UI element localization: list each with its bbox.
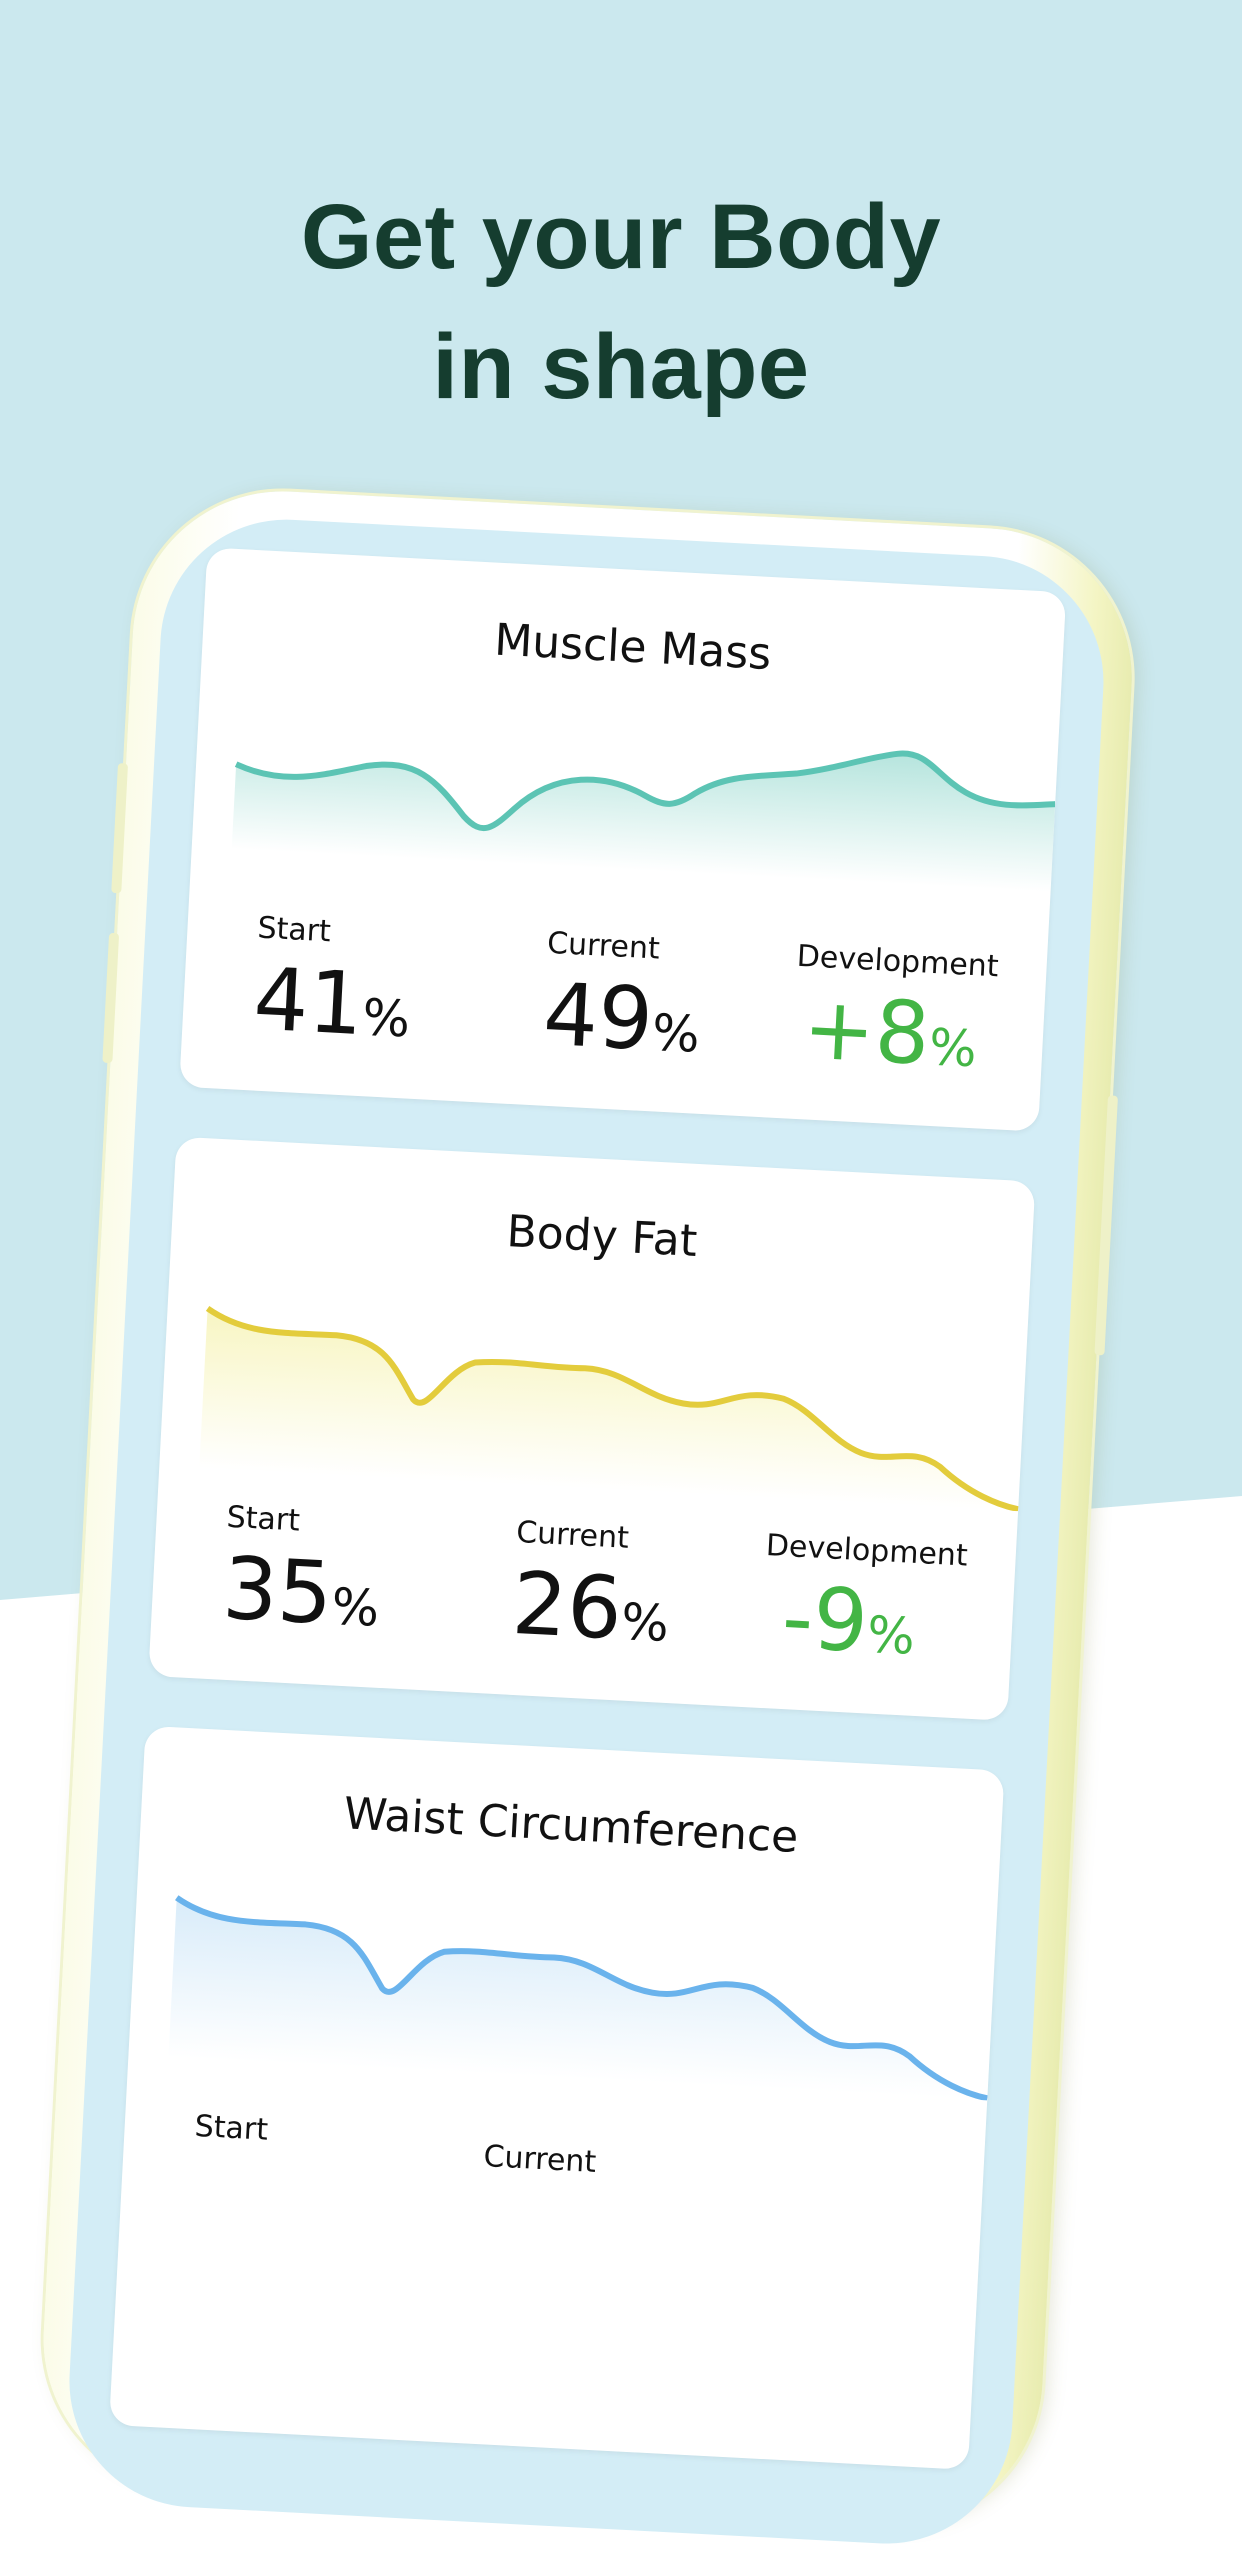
stat-development: Development +8%: [790, 938, 1000, 1098]
stat-current: Current: [483, 2139, 597, 2180]
stat-start: Start 35%: [220, 1500, 385, 1657]
trend-chart: [199, 1306, 1019, 1512]
card-title: Muscle Mass: [493, 614, 773, 681]
stat-value: -9%: [779, 1568, 917, 1673]
headline-line-2: in shape: [432, 316, 810, 418]
stat-value: 49%: [540, 964, 702, 1071]
trend-area: [231, 753, 1056, 893]
stat-value: +8%: [800, 978, 979, 1085]
stat-label: Start: [193, 2108, 269, 2148]
trend-chart: [231, 750, 1056, 893]
metric-card-body-fat[interactable]: Body Fat Start 35% Current 26%: [148, 1136, 1036, 1721]
trend-chart: [168, 1895, 988, 2101]
stat-value: 26%: [509, 1553, 671, 1660]
metric-card-waist-circumference[interactable]: Waist Circumference Start Current: [109, 1725, 1005, 2470]
stat-label: Current: [546, 925, 661, 967]
stat-development: Development -9%: [759, 1528, 969, 1687]
stat-label: Current: [515, 1514, 630, 1556]
stat-start: Start 41%: [251, 911, 416, 1068]
phone-screen: Muscle Mass Start 41% Current 49%: [63, 513, 1110, 2550]
stat-current: Current 26%: [509, 1515, 674, 1672]
trend-area: [168, 1897, 988, 2101]
stat-start: Start: [194, 2109, 269, 2148]
headline: Get your Body in shape: [0, 172, 1242, 432]
stat-current: Current 49%: [540, 926, 705, 1083]
stat-value: 41%: [251, 949, 412, 1056]
trend-line: [234, 750, 1056, 832]
metric-card-muscle-mass[interactable]: Muscle Mass Start 41% Current 49%: [179, 547, 1067, 1132]
phone-mockup: Muscle Mass Start 41% Current 49%: [36, 483, 1140, 2550]
headline-line-1: Get your Body: [300, 186, 942, 288]
stat-value: 35%: [220, 1538, 381, 1645]
stat-label: Development: [795, 938, 1000, 985]
card-title: Body Fat: [505, 1206, 699, 1267]
stat-label: Start: [225, 1499, 301, 1539]
trend-line: [205, 1306, 1019, 1512]
stat-label: Start: [256, 910, 332, 950]
card-title: Waist Circumference: [342, 1788, 800, 1864]
trend-area: [199, 1308, 1019, 1512]
stat-label: Current: [482, 2139, 598, 2180]
stat-label: Development: [765, 1528, 969, 1574]
trend-line: [175, 1895, 988, 2101]
